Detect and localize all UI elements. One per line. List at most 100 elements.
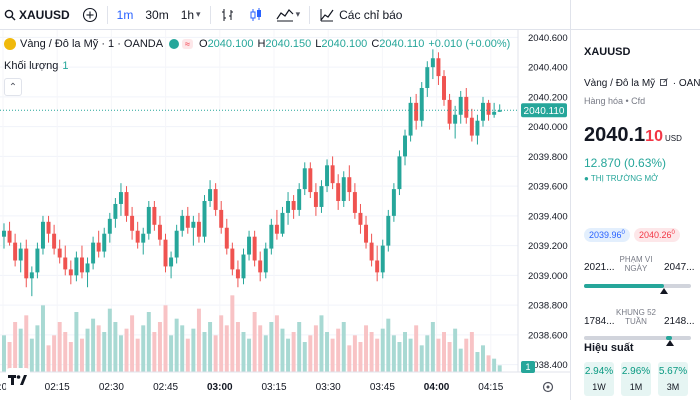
volume-bar — [330, 338, 335, 372]
volume-bar — [436, 338, 441, 372]
time-axis[interactable]: 2:0002:1502:3002:4503:0003:1503:3003:450… — [0, 382, 504, 393]
candle-body — [369, 242, 374, 261]
candle-body — [458, 96, 463, 115]
panel-header — [570, 0, 700, 30]
candle — [146, 201, 151, 240]
panel-symbol-name[interactable]: Vàng / Đô la Mỹ · OANDA — [584, 78, 700, 89]
candle — [291, 195, 296, 219]
volume-bar — [2, 335, 6, 372]
bid-price[interactable]: 2039.960 — [584, 228, 630, 242]
ask-price[interactable]: 2040.260 — [634, 228, 680, 242]
candle — [24, 239, 29, 288]
volume-bars — [2, 295, 502, 372]
candle — [492, 102, 497, 118]
performance-3m[interactable]: 5.67% 3M — [658, 362, 688, 396]
symbol-search[interactable]: XAUUSD — [0, 0, 76, 30]
candle — [52, 224, 57, 255]
panel-symbol[interactable]: XAUUSD — [584, 46, 631, 58]
candle — [419, 82, 424, 127]
tradingview-logo[interactable] — [6, 368, 30, 392]
candle-body — [291, 201, 296, 210]
volume-bar — [302, 342, 307, 372]
volume-bar — [425, 335, 430, 372]
candle — [7, 221, 12, 246]
volume-bar — [24, 315, 29, 372]
candle-body — [124, 192, 129, 216]
candle-body — [191, 221, 196, 228]
legend-title[interactable]: Vàng / Đô la Mỹ · 1 · OANDA — [20, 38, 164, 50]
chevron-down-icon: ▾ — [295, 9, 301, 19]
candle-body — [325, 165, 330, 187]
volume-bar — [469, 332, 474, 372]
volume-bar — [313, 325, 318, 372]
candle — [124, 186, 129, 222]
chevron-down-icon: ▾ — [196, 9, 201, 19]
candle-body — [419, 87, 424, 121]
interval-1h[interactable]: 1h ▾ — [175, 0, 207, 30]
interval-30m[interactable]: 30m — [145, 7, 169, 22]
candle — [464, 87, 469, 124]
candle — [397, 150, 402, 196]
candle — [135, 221, 140, 249]
candle-body — [157, 224, 162, 240]
volume-bar — [157, 322, 162, 372]
volume-bar — [408, 338, 413, 372]
collapse-legend-button[interactable]: ⌃ — [4, 78, 22, 96]
performance-1m-label: 1M — [629, 382, 643, 392]
price-tick: 2038.600 — [528, 330, 568, 341]
compare-symbol-button[interactable] — [76, 0, 104, 30]
candle-body — [52, 233, 57, 249]
volume-bar — [85, 328, 90, 372]
candle — [18, 242, 23, 273]
candle-body — [241, 254, 246, 279]
candle — [29, 266, 34, 297]
volume-bar — [308, 335, 313, 372]
chart-legend: Vàng / Đô la Mỹ · 1 · OANDA ≈ O 2040.100 … — [4, 38, 514, 50]
candle-body — [274, 224, 279, 234]
day-range-label-2: NGÀY — [624, 264, 648, 273]
price-axis[interactable]: 2040.600 2040.400 2040.200 2040.000 2039.800… — [528, 33, 568, 371]
volume-legend[interactable]: Khối lượng 1 — [4, 60, 68, 72]
candle-body — [96, 242, 101, 252]
price-chart[interactable]: 2040.600 2040.400 2040.200 2040.000 2039.800… — [0, 30, 570, 400]
volume-bar — [486, 355, 491, 372]
volume-bar — [286, 338, 291, 372]
candle — [196, 212, 201, 243]
performance-1w-label: 1W — [592, 382, 606, 392]
candle-body — [497, 110, 502, 112]
time-tick: 04:15 — [478, 382, 503, 393]
volume-legend-label: Khối lượng — [4, 60, 59, 72]
bar-style-button[interactable] — [214, 0, 242, 30]
volume-bar — [481, 345, 485, 372]
legend-pill: ≈ — [182, 39, 193, 49]
performance-1w[interactable]: 2.94% 1W — [584, 362, 614, 396]
indicators-button[interactable]: Các chỉ báo — [313, 0, 408, 30]
candle — [163, 233, 168, 273]
candle — [347, 165, 352, 201]
candle-body — [180, 215, 185, 231]
ohlc-low-key: L — [315, 38, 322, 50]
axis-settings-icon[interactable] — [542, 381, 554, 393]
volume-bar — [280, 328, 285, 372]
volume-bar — [358, 342, 363, 372]
candle-body — [107, 218, 112, 234]
volume-bar — [347, 345, 352, 372]
candle — [180, 209, 185, 237]
candles-style-button[interactable] — [242, 0, 270, 30]
volume-bar — [419, 345, 424, 372]
performance-1m-value: 2.96% — [621, 366, 651, 377]
volume-badge — [521, 361, 535, 373]
candle — [85, 257, 90, 288]
area-style-button[interactable]: ▾ — [270, 0, 307, 30]
performance-1m[interactable]: 2.96% 1M — [621, 362, 651, 396]
candle-body — [330, 165, 335, 184]
candle-body — [113, 203, 118, 219]
panel-price: 2040.110 USD — [584, 124, 682, 147]
chart-area[interactable]: 2040.600 2040.400 2040.200 2040.000 2039.800… — [0, 30, 570, 400]
candle-body — [313, 192, 318, 207]
candle — [336, 174, 341, 210]
year-range-marker-icon — [665, 340, 674, 346]
candle-body — [336, 183, 341, 201]
indicators-icon — [320, 8, 334, 21]
interval-1m[interactable]: 1m — [116, 7, 134, 22]
